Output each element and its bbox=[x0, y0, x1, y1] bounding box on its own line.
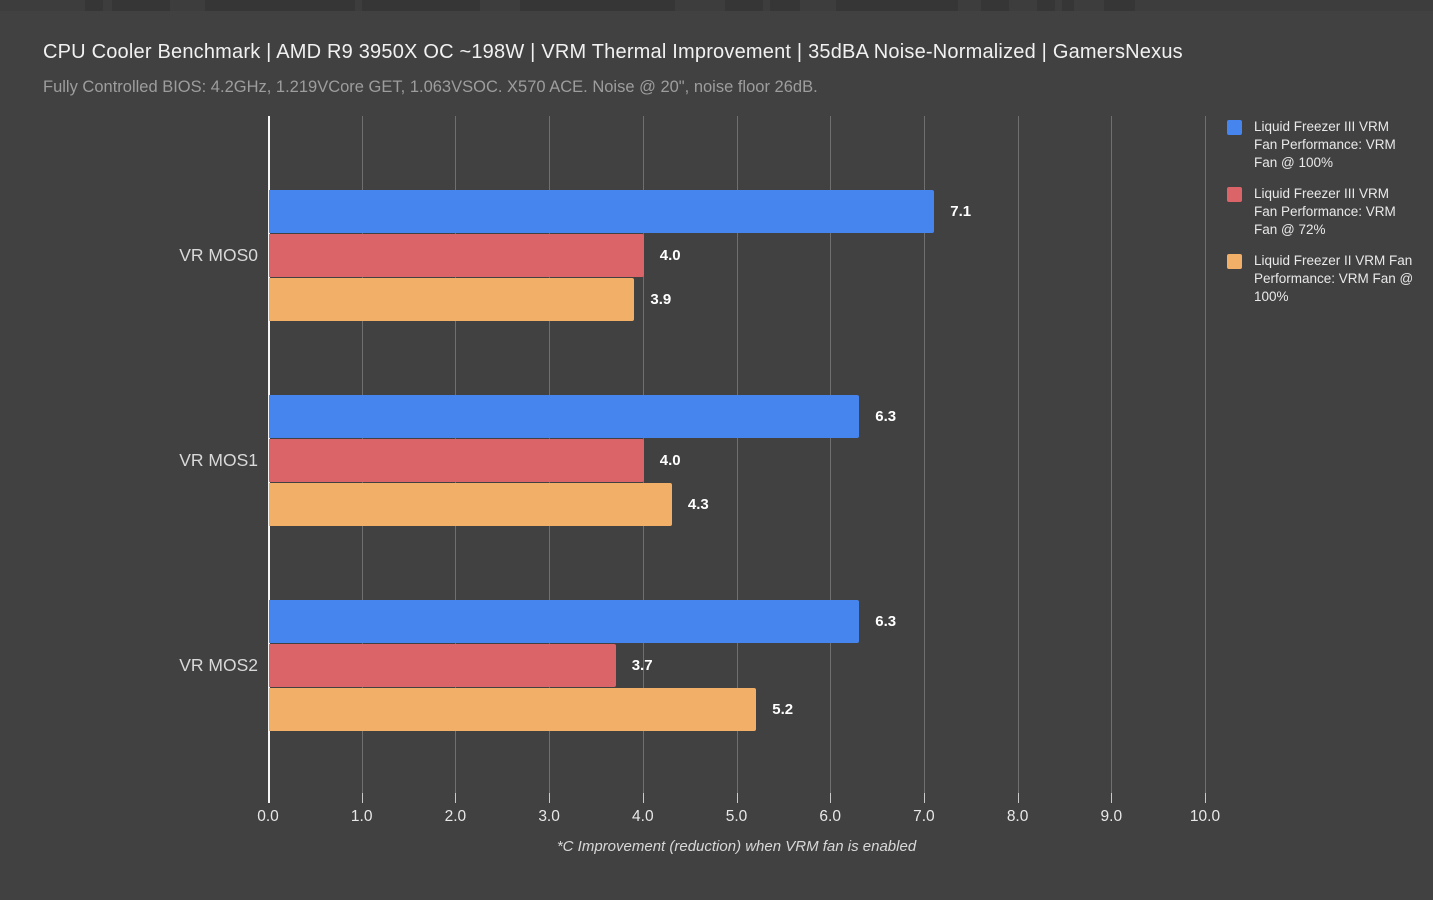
legend-entry-1: Liquid Freezer III VRM Fan Performance: … bbox=[1227, 185, 1427, 239]
bar-value-label: 4.0 bbox=[659, 452, 681, 469]
bar-value-label: 4.0 bbox=[659, 247, 681, 264]
legend-swatch bbox=[1227, 120, 1242, 135]
x-axis-tick bbox=[455, 793, 457, 803]
category-label: VR MOS2 bbox=[179, 655, 258, 675]
top-strip-block bbox=[85, 0, 103, 11]
top-strip-block bbox=[770, 0, 800, 11]
bar-vr-mos1-series0 bbox=[269, 395, 860, 438]
bar-vr-mos0-series0 bbox=[269, 190, 935, 233]
x-axis-tick bbox=[549, 793, 551, 803]
top-strip-block bbox=[725, 0, 763, 11]
legend-swatch bbox=[1227, 187, 1242, 202]
x-axis-tick-label: 10.0 bbox=[1189, 808, 1221, 825]
legend-swatch bbox=[1227, 254, 1242, 269]
gridline bbox=[1205, 116, 1206, 793]
top-strip-block bbox=[112, 0, 170, 11]
x-axis-tick-label: 4.0 bbox=[632, 808, 654, 825]
legend-label: Liquid Freezer II VRM Fan Performance: V… bbox=[1254, 253, 1414, 304]
legend-label: Liquid Freezer III VRM Fan Performance: … bbox=[1254, 119, 1396, 170]
bar-vr-mos0-series1 bbox=[269, 234, 644, 277]
bar-vr-mos2-series2 bbox=[269, 688, 757, 731]
x-axis-tick-label: 0.0 bbox=[257, 808, 279, 825]
x-axis-tick bbox=[268, 793, 270, 803]
x-axis-tick-label: 5.0 bbox=[725, 808, 748, 825]
x-axis-tick bbox=[1017, 793, 1019, 803]
bar-vr-mos2-series0 bbox=[269, 600, 860, 643]
top-strip-block bbox=[520, 0, 675, 11]
legend-entry-2: Liquid Freezer II VRM Fan Performance: V… bbox=[1227, 252, 1427, 306]
x-axis-tick bbox=[361, 793, 363, 803]
x-axis-tick-label: 7.0 bbox=[913, 808, 935, 825]
x-axis-tick-label: 9.0 bbox=[1100, 808, 1123, 825]
bar-value-label: 3.9 bbox=[650, 291, 672, 308]
top-strip-artifact bbox=[0, 0, 1433, 11]
chart-title: CPU Cooler Benchmark | AMD R9 3950X OC ~… bbox=[43, 41, 1183, 63]
gridline bbox=[736, 116, 738, 793]
x-axis-tick-label: 2.0 bbox=[444, 808, 467, 825]
gridline bbox=[1111, 116, 1113, 793]
legend-entry-0: Liquid Freezer III VRM Fan Performance: … bbox=[1227, 118, 1427, 172]
x-axis-tick bbox=[736, 793, 738, 803]
top-strip-block bbox=[362, 0, 480, 11]
gridline bbox=[1017, 116, 1019, 793]
x-axis-tick bbox=[642, 793, 644, 803]
top-strip-block bbox=[1037, 0, 1055, 11]
bar-value-label: 5.2 bbox=[772, 701, 794, 718]
x-axis-tick-label: 1.0 bbox=[350, 808, 373, 825]
chart-subtitle: Fully Controlled BIOS: 4.2GHz, 1.219VCor… bbox=[43, 78, 818, 96]
x-axis-tick bbox=[923, 793, 925, 803]
top-strip-block bbox=[836, 0, 958, 11]
top-strip-block bbox=[205, 0, 355, 11]
category-label: VR MOS1 bbox=[179, 450, 258, 470]
x-axis-title: *C Improvement (reduction) when VRM fan … bbox=[556, 838, 917, 855]
gridline bbox=[830, 116, 832, 793]
top-strip-block bbox=[1104, 0, 1135, 11]
bar-vr-mos1-series1 bbox=[269, 439, 644, 482]
bar-vr-mos0-series2 bbox=[269, 278, 635, 321]
legend-label: Liquid Freezer III VRM Fan Performance: … bbox=[1254, 186, 1396, 237]
bar-value-label: 6.3 bbox=[875, 408, 897, 425]
plot-area: 7.1 4.0 3.9 6.3 4.0 4.3 6.3 3.7 5.2 bbox=[268, 116, 1206, 793]
bar-vr-mos1-series2 bbox=[269, 483, 672, 526]
bar-value-label: 7.1 bbox=[950, 203, 972, 220]
bar-value-label: 4.3 bbox=[687, 496, 709, 513]
x-axis-tick bbox=[1111, 793, 1113, 803]
x-axis-tick bbox=[830, 793, 832, 803]
gridline bbox=[923, 116, 925, 793]
bar-value-label: 3.7 bbox=[631, 657, 653, 674]
bar-vr-mos2-series1 bbox=[269, 644, 616, 687]
x-axis-tick-label: 6.0 bbox=[819, 808, 841, 825]
legend: Liquid Freezer III VRM Fan Performance: … bbox=[1227, 118, 1427, 319]
bar-value-label: 6.3 bbox=[875, 613, 897, 630]
x-axis-tick-label: 8.0 bbox=[1006, 808, 1029, 825]
top-strip-block bbox=[981, 0, 1009, 11]
top-strip-block bbox=[1062, 0, 1074, 11]
x-axis-tick-label: 3.0 bbox=[538, 808, 560, 825]
category-label: VR MOS0 bbox=[179, 245, 258, 265]
x-axis-tick bbox=[1205, 793, 1206, 803]
